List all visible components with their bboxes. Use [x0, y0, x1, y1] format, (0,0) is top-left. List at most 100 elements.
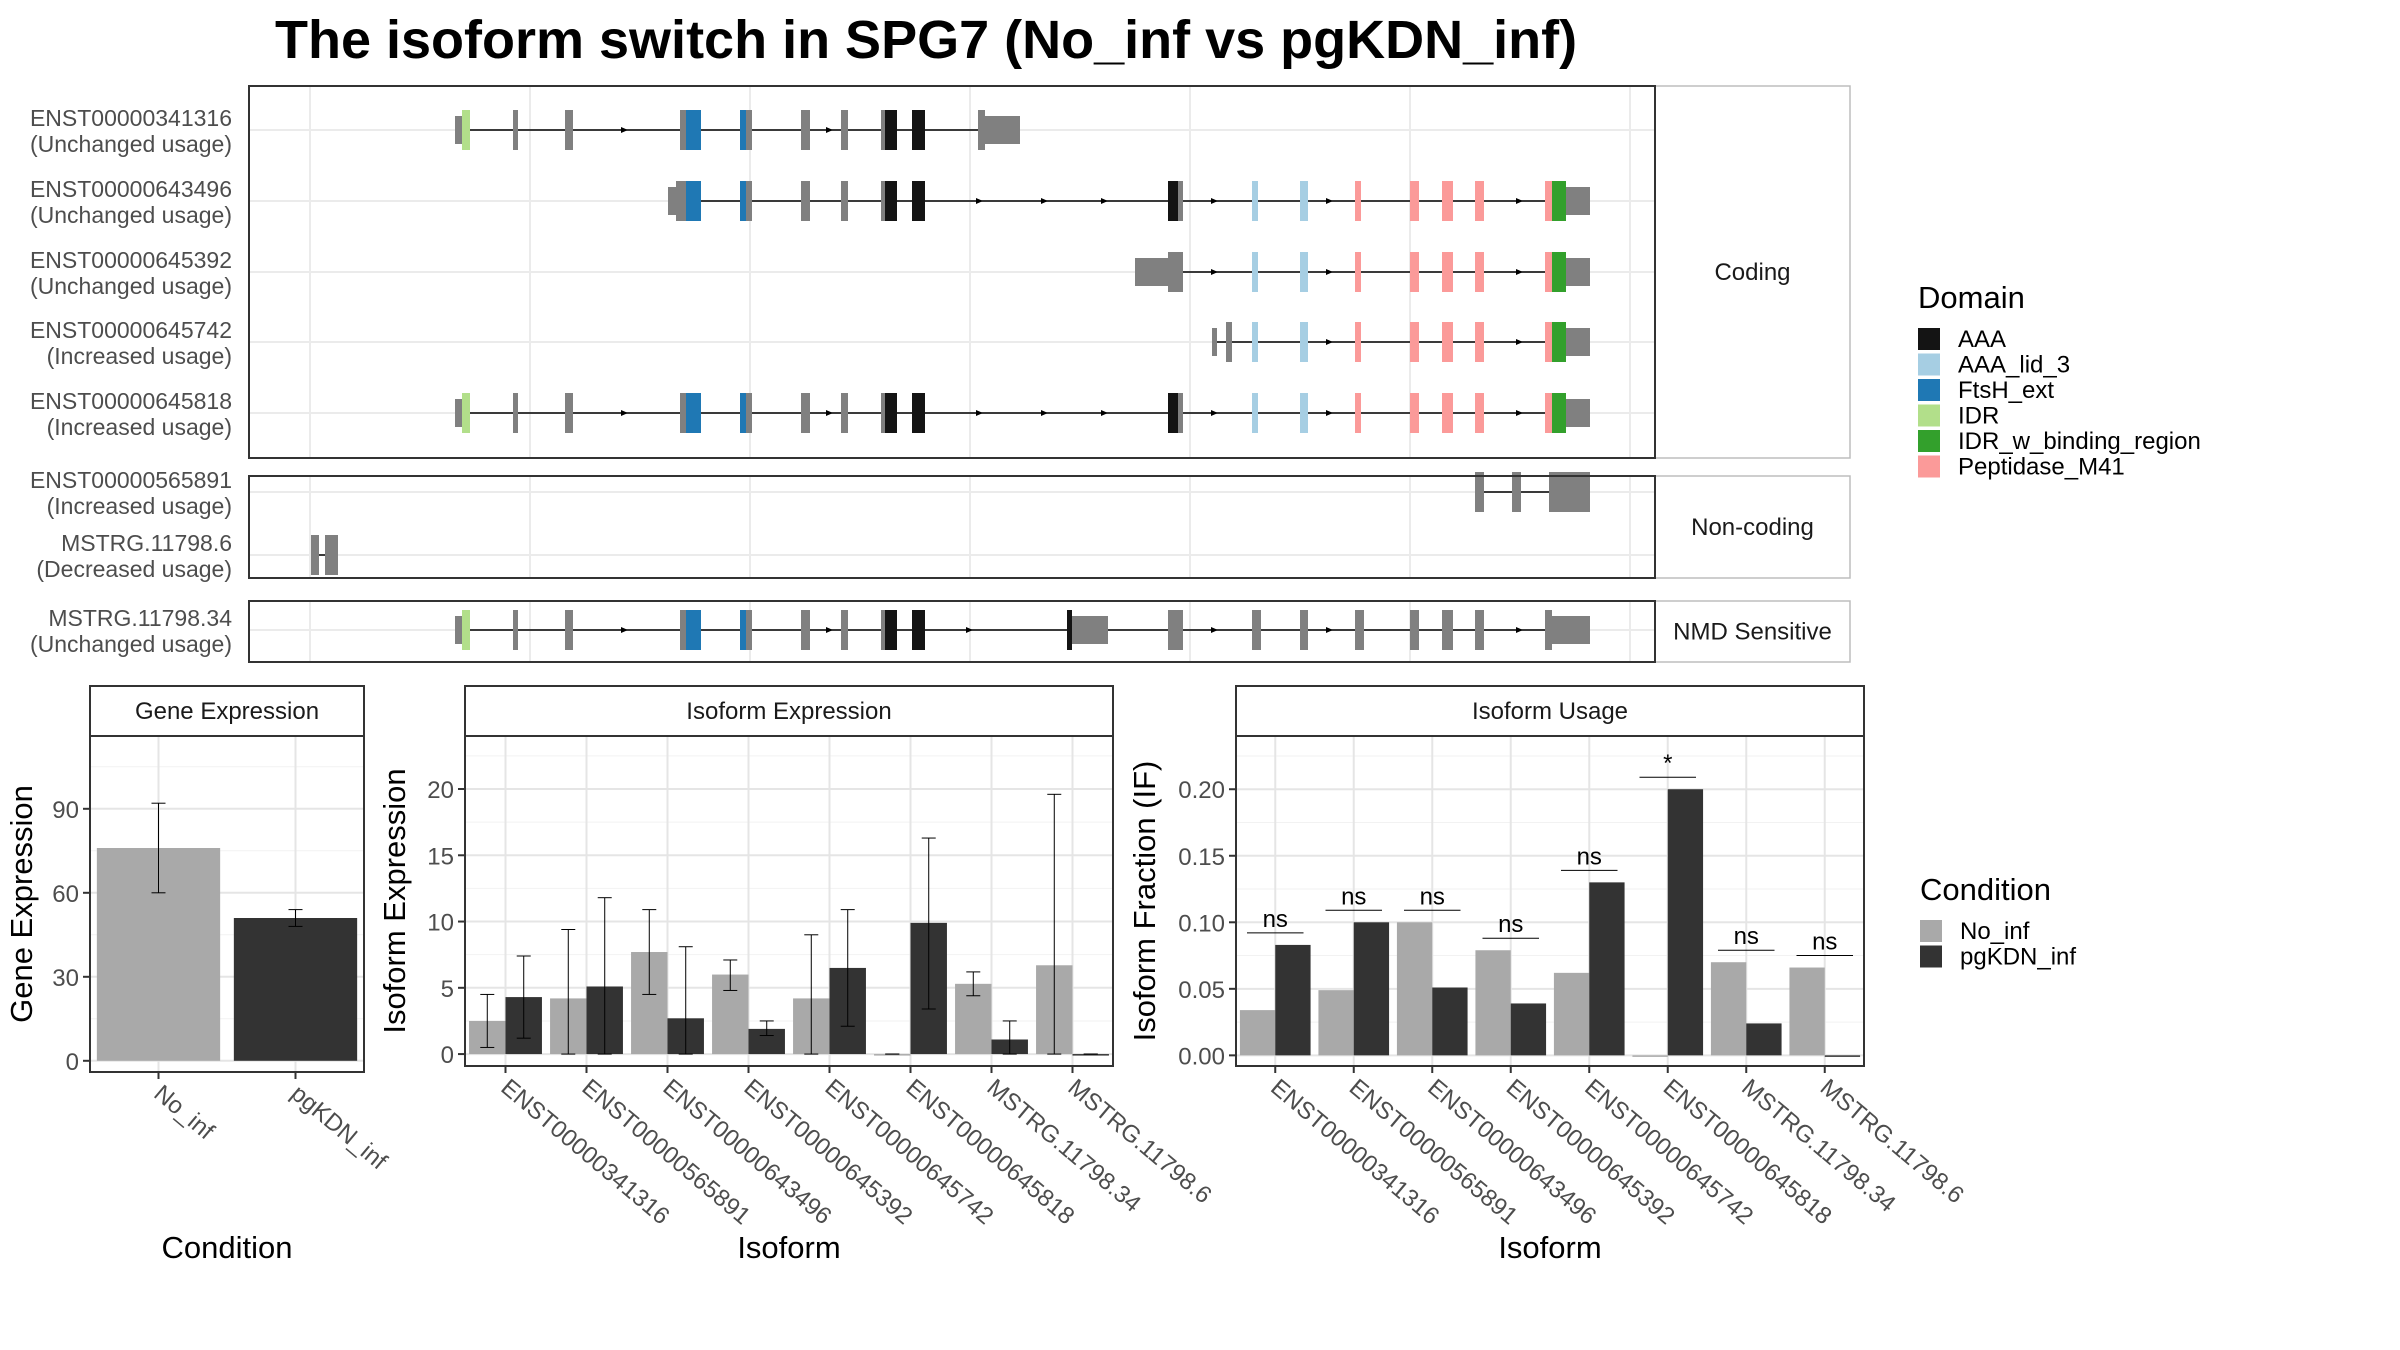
chart-strip: [1235, 685, 1865, 737]
facet-strip: [1654, 600, 1851, 663]
domain-exon-peptidase_m41: [1545, 393, 1552, 433]
coding-exon: [841, 393, 848, 433]
isoform-expression-chart: Isoform Expression05101520ENST0000034131…: [377, 685, 1217, 1265]
domain-exon-aaa: [1168, 181, 1178, 221]
coding-exon: [746, 181, 752, 221]
domain-exon-idr: [462, 610, 470, 650]
coding-exon: [311, 535, 319, 575]
coding-exon: [841, 110, 848, 150]
coding-exon: [881, 110, 885, 150]
utr-exon: [1552, 616, 1590, 644]
domain-exon-idr_w_binding_region: [1552, 322, 1566, 362]
bar: [1667, 789, 1704, 1056]
domain-exon-peptidase_m41: [1442, 181, 1453, 221]
y-tick-label: 0: [441, 1042, 454, 1069]
figure-title: The isoform switch in SPG7 (No_inf vs pg…: [275, 10, 1577, 70]
domain-exon-ftsh_ext: [740, 393, 746, 433]
domain-exon-aaa: [1067, 610, 1072, 650]
direction-arrow: [1516, 269, 1523, 275]
x-axis-title: Isoform: [737, 1230, 840, 1265]
y-axis-title: Gene Expression: [4, 785, 39, 1023]
y-tick-label: 0.00: [1178, 1043, 1225, 1070]
transcript-MSTRG.11798.34: [455, 610, 1590, 650]
bar: [1432, 987, 1468, 1056]
domain-exon-peptidase_m41: [1442, 322, 1453, 362]
significance-label: ns: [1577, 843, 1602, 870]
direction-arrow: [621, 627, 628, 633]
y-tick-label: 0.15: [1178, 844, 1225, 871]
chart-title: Isoform Expression: [686, 698, 891, 725]
y-tick-label: 10: [427, 910, 454, 937]
facet-nmd-sensitive: NMD Sensitive MSTRG.11798.34(Unchanged us…: [30, 600, 1851, 663]
bar: [1710, 962, 1747, 1056]
direction-arrow: [1326, 269, 1333, 275]
isoform-usage-label: (Unchanged usage): [30, 273, 232, 299]
domain-exon-peptidase_m41: [1410, 322, 1419, 362]
coding-exon: [1512, 472, 1521, 512]
domain-exon-ftsh_ext: [740, 181, 746, 221]
direction-arrow: [1211, 198, 1218, 204]
x-tick-label: No_inf: [149, 1080, 220, 1145]
bar: [1275, 944, 1311, 1056]
bar: [1553, 972, 1590, 1056]
legend-key-peptidase_m41: [1918, 455, 1940, 478]
coding-exon: [801, 181, 810, 221]
significance-label: ns: [1420, 883, 1445, 910]
utr-exon: [985, 116, 1020, 144]
coding-exon: [1475, 610, 1484, 650]
domain-exon-peptidase_m41: [1410, 252, 1419, 292]
domain-exon-peptidase_m41: [1545, 322, 1552, 362]
significance-label: *: [1663, 750, 1672, 777]
coding-exon: [978, 110, 985, 150]
utr-exon: [1212, 328, 1217, 356]
plot-border: [1235, 735, 1865, 1067]
isoform-usage-label: (Increased usage): [47, 414, 232, 440]
bar: [233, 918, 358, 1061]
coding-exon: [881, 181, 885, 221]
isoform-label: ENST00000645392: [30, 247, 232, 273]
coding-exon: [801, 393, 810, 433]
coding-exon: [801, 610, 810, 650]
domain-legend: Domain AAAAAA_lid_3FtsH_extIDRIDR_w_bindi…: [1918, 280, 2201, 481]
isoform-usage-label: (Unchanged usage): [30, 631, 232, 657]
coding-exon: [513, 393, 518, 433]
coding-exon: [1168, 252, 1183, 292]
domain-exon-aaa_lid_3: [1252, 181, 1258, 221]
legend-label: IDR: [1958, 403, 1999, 430]
domain-exon-peptidase_m41: [1355, 322, 1361, 362]
domain-exon-peptidase_m41: [1545, 181, 1552, 221]
direction-arrow: [1101, 198, 1108, 204]
domain-exon-peptidase_m41: [1410, 393, 1419, 433]
domain-legend-title: Domain: [1918, 280, 2025, 315]
coding-exon: [1168, 610, 1183, 650]
domain-exon-aaa_lid_3: [1252, 393, 1258, 433]
direction-arrow: [1326, 198, 1333, 204]
domain-exon-idr: [462, 393, 470, 433]
utr-exon: [1072, 616, 1108, 644]
utr-exon: [455, 116, 462, 144]
coding-exon: [680, 110, 686, 150]
domain-exon-peptidase_m41: [1475, 252, 1484, 292]
domain-exon-aaa_lid_3: [1300, 181, 1308, 221]
domain-exon-aaa_lid_3: [1252, 322, 1258, 362]
legend-label: No_inf: [1960, 918, 2030, 945]
coding-exon: [1178, 181, 1183, 221]
significance-label: ns: [1341, 883, 1366, 910]
direction-arrow: [1516, 627, 1523, 633]
isoform-label: ENST00000643496: [30, 176, 232, 202]
legend-key-idr: [1918, 404, 1940, 427]
domain-exon-aaa_lid_3: [1300, 252, 1308, 292]
utr-exon: [1566, 399, 1590, 427]
bar: [1318, 990, 1354, 1056]
y-tick-label: 90: [52, 797, 79, 824]
isoform-label: ENST00000645742: [30, 317, 232, 343]
isoform-label: ENST00000645818: [30, 388, 232, 414]
legend-label: IDR_w_binding_region: [1958, 428, 2201, 455]
domain-exon-idr: [462, 110, 470, 150]
domain-exon-ftsh_ext: [740, 110, 746, 150]
domain-exon-peptidase_m41: [1355, 393, 1361, 433]
direction-arrow: [1516, 339, 1523, 345]
isoform-usage-label: (Decreased usage): [36, 556, 232, 582]
domain-exon-peptidase_m41: [1545, 252, 1552, 292]
condition-legend-title: Condition: [1920, 872, 2051, 907]
